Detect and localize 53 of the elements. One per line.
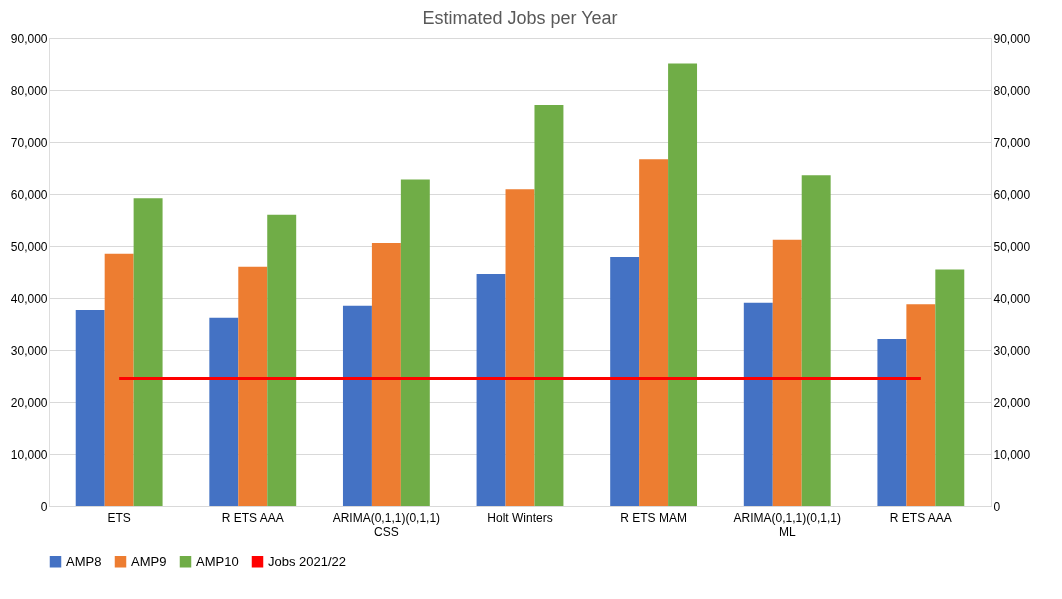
bar xyxy=(476,274,506,506)
legend-label: AMP8 xyxy=(66,553,102,569)
bar xyxy=(267,214,297,506)
x-tick-label: ARIMA(0,1,1)(0,1,1) CSS xyxy=(332,510,441,539)
bar xyxy=(534,105,564,506)
y2-tick-label: 80,000 xyxy=(993,83,1031,98)
bar xyxy=(75,309,105,506)
bar xyxy=(801,175,831,506)
y2-tick-label: 0 xyxy=(993,499,1001,514)
legend-label: AMP10 xyxy=(196,553,239,569)
bar xyxy=(505,189,535,506)
y-tick-label: 10,000 xyxy=(10,447,48,462)
legend-label: Jobs 2021/22 xyxy=(268,553,347,569)
x-tick-label: R ETS MAM xyxy=(620,510,687,525)
bar xyxy=(668,63,698,506)
y2-tick-label: 10,000 xyxy=(993,447,1031,462)
legend-label: AMP9 xyxy=(131,553,167,569)
y-tick-label: 40,000 xyxy=(10,291,48,306)
y-tick-label: 0 xyxy=(40,499,48,514)
bar xyxy=(133,198,163,506)
bar xyxy=(877,339,907,506)
x-tick-label: Holt Winters xyxy=(487,510,553,525)
bar xyxy=(772,239,802,506)
bar xyxy=(610,256,640,506)
bar xyxy=(238,266,268,506)
x-tick-label: R ETS AAA xyxy=(221,510,284,525)
y-tick-label: 30,000 xyxy=(10,343,48,358)
y-tick-label: 20,000 xyxy=(10,395,48,410)
y-tick-label: 50,000 xyxy=(10,239,48,254)
bar xyxy=(371,242,401,506)
y2-tick-label: 20,000 xyxy=(993,395,1031,410)
bar xyxy=(639,159,669,506)
bar xyxy=(743,302,773,506)
y2-tick-label: 90,000 xyxy=(993,31,1031,46)
y2-tick-label: 40,000 xyxy=(993,291,1031,306)
y2-tick-label: 60,000 xyxy=(993,187,1031,202)
bar xyxy=(935,269,965,506)
x-tick-label: R ETS AAA xyxy=(889,510,952,525)
bar xyxy=(104,253,134,506)
y-tick-label: 60,000 xyxy=(10,187,48,202)
y-tick-label: 90,000 xyxy=(10,31,48,46)
y2-tick-label: 50,000 xyxy=(993,239,1031,254)
x-tick-label: ARIMA(0,1,1)(0,1,1) ML xyxy=(733,510,841,539)
bar xyxy=(400,179,430,506)
chart-title: Estimated Jobs per Year xyxy=(422,8,618,28)
bar xyxy=(342,305,372,506)
bar xyxy=(906,304,936,506)
bar xyxy=(209,317,239,506)
x-tick-label: ETS xyxy=(107,510,131,525)
y-tick-label: 70,000 xyxy=(10,135,48,150)
y2-tick-label: 70,000 xyxy=(993,135,1031,150)
y2-tick-label: 30,000 xyxy=(993,343,1031,358)
y-tick-label: 80,000 xyxy=(10,83,48,98)
